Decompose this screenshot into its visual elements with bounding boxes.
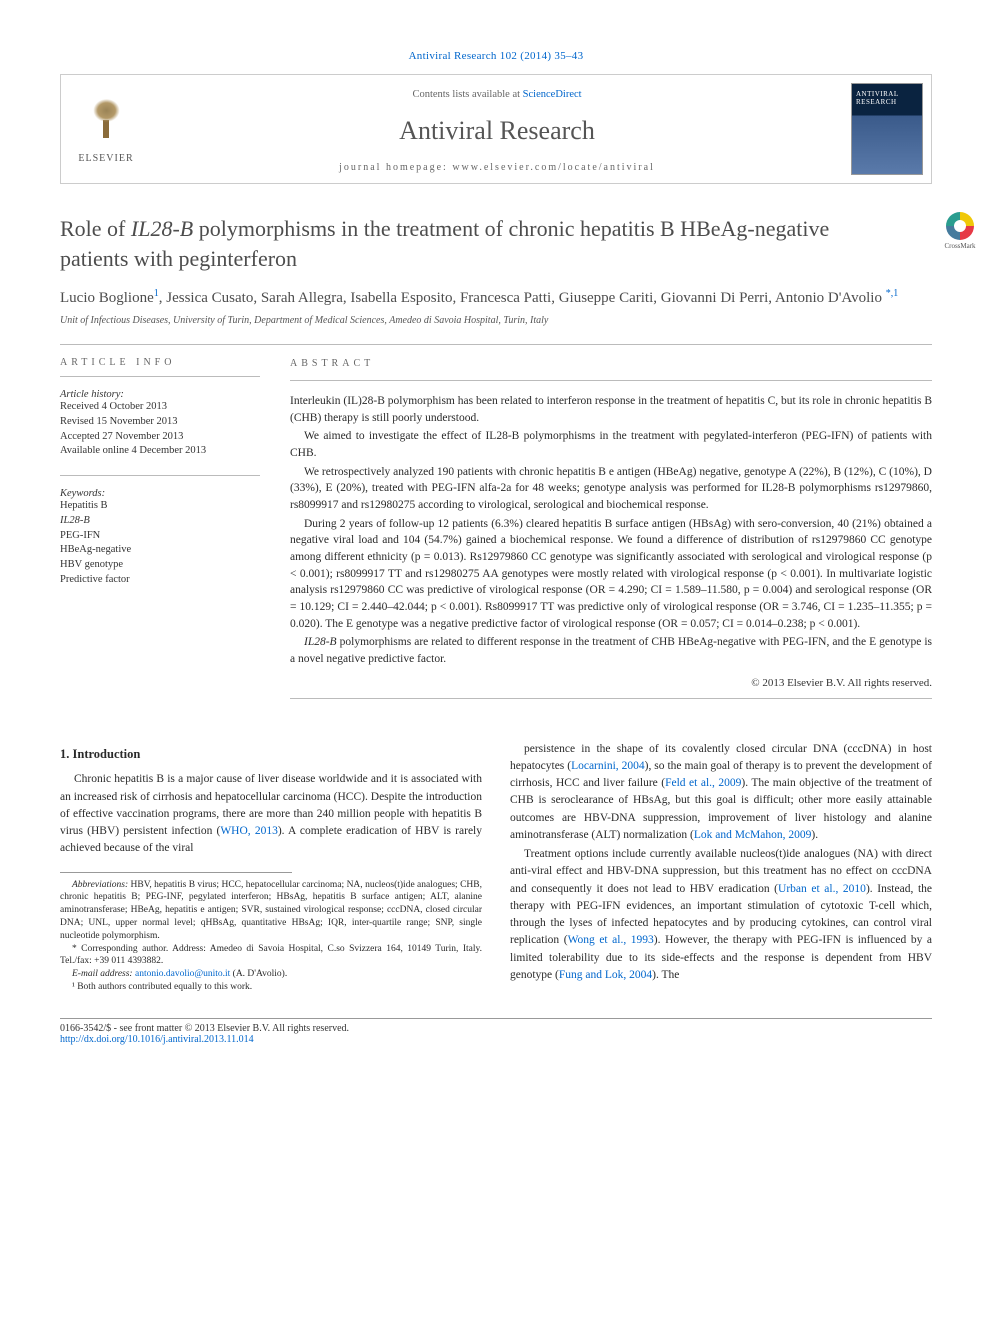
footnote-label: Abbreviations:	[72, 880, 128, 890]
homepage-url[interactable]: www.elsevier.com/locate/antiviral	[452, 162, 655, 173]
author-name: Lucio Boglione	[60, 290, 154, 306]
publisher-name: ELSEVIER	[78, 153, 133, 164]
journal-reference: Antiviral Research 102 (2014) 35–43	[60, 50, 932, 62]
crossmark-badge[interactable]: CrossMark	[938, 212, 982, 250]
footnote-rule	[60, 872, 292, 873]
footnote-label: E-mail address:	[72, 969, 135, 979]
abstract-para: We retrospectively analyzed 190 patients…	[290, 464, 932, 514]
keyword: Predictive factor	[60, 573, 260, 588]
journal-name: Antiviral Research	[151, 116, 843, 146]
author[interactable]: Isabella Esposito	[350, 290, 452, 306]
crossmark-icon	[946, 212, 974, 240]
footer-copyright: 0166-3542/$ - see front matter © 2013 El…	[60, 1023, 932, 1034]
contents-prefix: Contents lists available at	[412, 89, 522, 100]
abstract-para: Interleukin (IL)28-B polymorphism has be…	[290, 393, 932, 426]
page-footer: 0166-3542/$ - see front matter © 2013 El…	[60, 1018, 932, 1045]
keyword: PEG-IFN	[60, 529, 260, 544]
body-text: ). The	[652, 969, 679, 981]
journal-header: ELSEVIER Contents lists available at Sci…	[60, 74, 932, 184]
author-mark: *,1	[886, 288, 899, 299]
homepage-label: journal homepage:	[339, 162, 452, 173]
author[interactable]: Lucio Boglione1	[60, 290, 159, 306]
author-mark: 1	[154, 288, 159, 299]
affiliation: Unit of Infectious Diseases, University …	[60, 315, 932, 326]
footnote-abbrev: Abbreviations: HBV, hepatitis B virus; H…	[60, 879, 482, 943]
footnote-text: (A. D'Avolio).	[230, 969, 287, 979]
footnote-contrib: ¹ Both authors contributed equally to th…	[60, 981, 482, 994]
doi-link[interactable]: http://dx.doi.org/10.1016/j.antiviral.20…	[60, 1034, 254, 1045]
keyword: HBeAg-negative	[60, 543, 260, 558]
citation-link[interactable]: Locarnini, 2004	[571, 760, 645, 772]
body-para: persistence in the shape of its covalent…	[510, 741, 932, 845]
history-item: Available online 4 December 2013	[60, 444, 260, 459]
elsevier-tree-icon	[79, 94, 134, 149]
author[interactable]: Giuseppe Cariti	[559, 290, 654, 306]
article-info-column: ARTICLE INFO Article history: Received 4…	[60, 357, 260, 710]
journal-homepage: journal homepage: www.elsevier.com/locat…	[151, 162, 843, 173]
history-item: Accepted 27 November 2013	[60, 430, 260, 445]
footnote-label: * Corresponding author. Address:	[72, 944, 210, 954]
journal-cover-thumbnail[interactable]	[851, 83, 923, 175]
keywords-label: Keywords:	[60, 488, 260, 499]
article-title: Role of IL28-B polymorphisms in the trea…	[60, 214, 932, 273]
body-para: Chronic hepatitis B is a major cause of …	[60, 771, 482, 857]
history-item: Revised 15 November 2013	[60, 415, 260, 430]
author[interactable]: Jessica Cusato	[166, 290, 253, 306]
footer-rule	[60, 1018, 932, 1019]
citation-link[interactable]: Lok and McMahon, 2009	[694, 829, 812, 841]
abstract-para: We aimed to investigate the effect of IL…	[290, 428, 932, 461]
title-gene-italic: IL28-B	[131, 216, 193, 241]
divider	[290, 698, 932, 699]
abstract-heading: ABSTRACT	[290, 357, 932, 372]
keyword: HBV genotype	[60, 558, 260, 573]
crossmark-label: CrossMark	[938, 242, 982, 250]
footnote-corresponding: * Corresponding author. Address: Amedeo …	[60, 943, 482, 969]
history-label: Article history:	[60, 389, 260, 400]
section-heading: 1. Introduction	[60, 745, 482, 764]
citation-link[interactable]: WHO, 2013	[220, 825, 278, 837]
abstract-column: ABSTRACT Interleukin (IL)28-B polymorphi…	[290, 357, 932, 710]
author[interactable]: Giovanni Di Perri	[661, 290, 768, 306]
author[interactable]: Antonio D'Avolio *,1	[775, 290, 898, 306]
keyword: IL28-B	[60, 514, 260, 529]
article-body: 1. Introduction Chronic hepatitis B is a…	[60, 741, 932, 994]
divider	[60, 344, 932, 345]
footnote-email: E-mail address: antonio.davolio@unito.it…	[60, 968, 482, 981]
abstract-para: IL28-B IL28-B polymorphisms are related …	[290, 634, 932, 667]
body-text: ).	[811, 829, 818, 841]
author-list: Lucio Boglione1, Jessica Cusato, Sarah A…	[60, 287, 932, 309]
divider	[60, 376, 260, 377]
article-info-heading: ARTICLE INFO	[60, 357, 260, 368]
abstract-copyright: © 2013 Elsevier B.V. All rights reserved…	[290, 676, 932, 692]
keyword: Hepatitis B	[60, 499, 260, 514]
body-para: Treatment options include currently avai…	[510, 846, 932, 984]
contents-line: Contents lists available at ScienceDirec…	[151, 89, 843, 100]
author[interactable]: Francesca Patti	[460, 290, 551, 306]
divider	[290, 380, 932, 381]
divider	[60, 475, 260, 476]
publisher-logo[interactable]: ELSEVIER	[61, 75, 151, 183]
abstract-para: During 2 years of follow-up 12 patients …	[290, 516, 932, 633]
citation-link[interactable]: Fung and Lok, 2004	[559, 969, 652, 981]
sciencedirect-link[interactable]: ScienceDirect	[523, 89, 582, 100]
citation-link[interactable]: Urban et al., 2010	[778, 883, 866, 895]
email-link[interactable]: antonio.davolio@unito.it	[135, 969, 230, 979]
author[interactable]: Sarah Allegra	[261, 290, 343, 306]
history-item: Received 4 October 2013	[60, 400, 260, 415]
title-text-pre: Role of	[60, 216, 131, 241]
citation-link[interactable]: Wong et al., 1993	[568, 934, 654, 946]
author-name: Antonio D'Avolio	[775, 290, 882, 306]
abstract-italic: IL28-B	[304, 636, 337, 648]
citation-link[interactable]: Feld et al., 2009	[665, 777, 741, 789]
